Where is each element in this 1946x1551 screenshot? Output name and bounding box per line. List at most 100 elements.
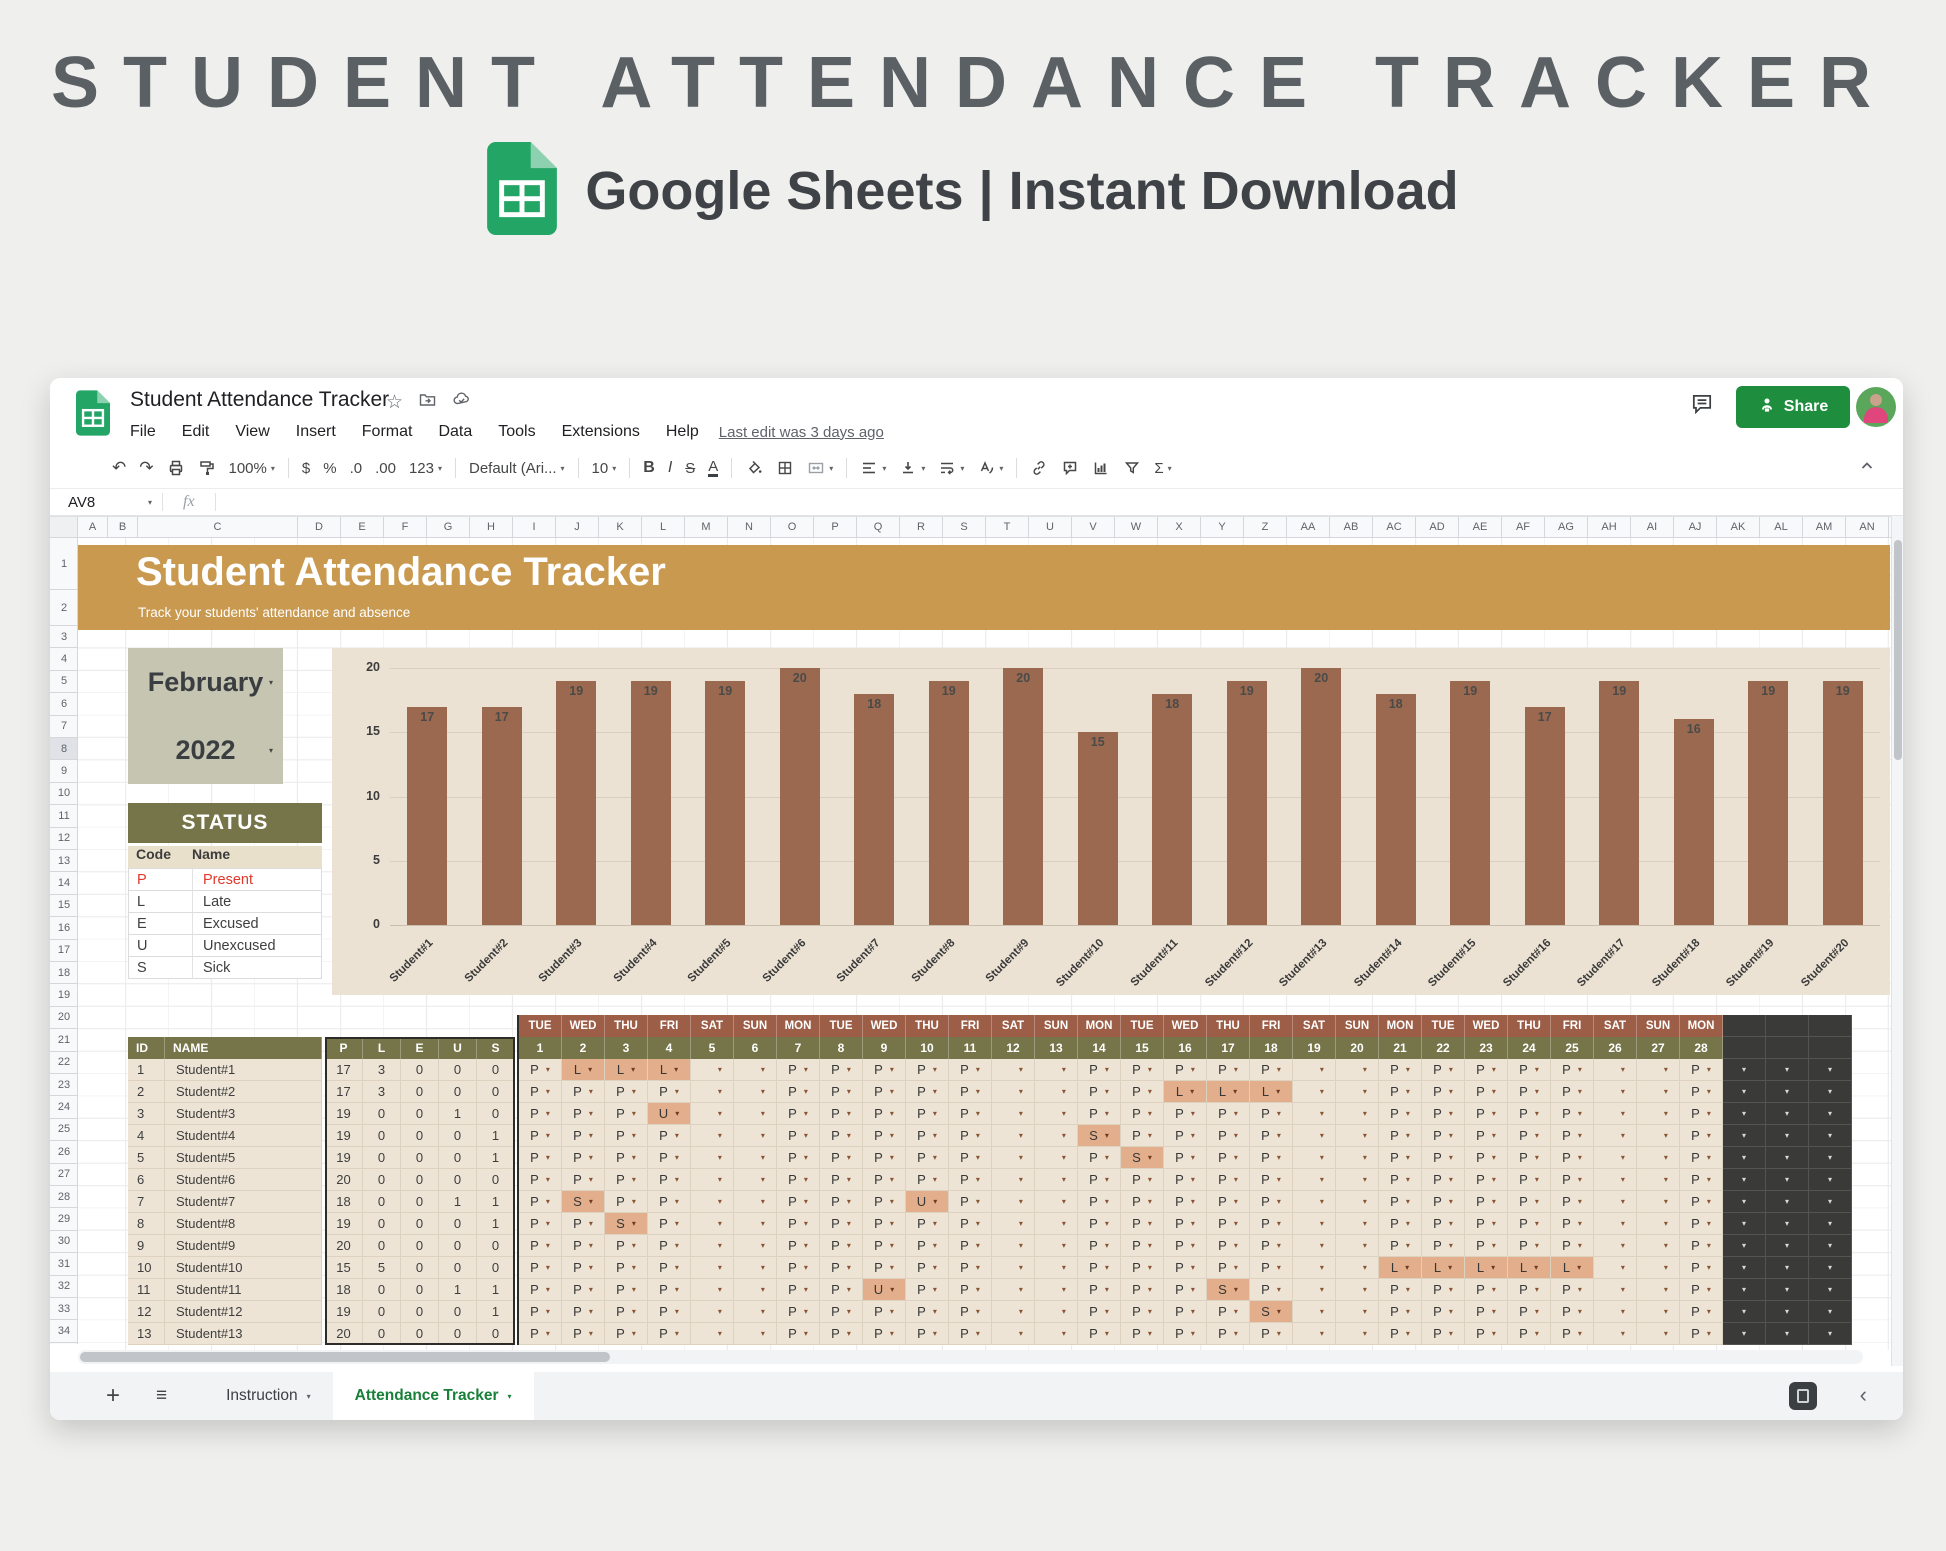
menu-help[interactable]: Help <box>665 423 699 440</box>
total-L-cell[interactable]: 0 <box>363 1125 401 1147</box>
student-name-cell[interactable]: Student#10 <box>165 1257 322 1279</box>
attendance-cell-day-1[interactable]: P ▾ <box>519 1059 562 1081</box>
attendance-cell-day-10[interactable]: P ▾ <box>906 1257 949 1279</box>
day-name-header-10[interactable]: THU <box>906 1015 949 1037</box>
attendance-cell-day-26[interactable]: P▾ <box>1594 1213 1637 1235</box>
attendance-cell-day-24[interactable]: P ▾ <box>1508 1279 1551 1301</box>
attendance-cell-day-27[interactable]: P▾ <box>1637 1147 1680 1169</box>
extra-day-cell[interactable]: ▾ <box>1723 1235 1766 1257</box>
attendance-cell-day-28[interactable]: P ▾ <box>1680 1081 1723 1103</box>
attendance-cell-day-2[interactable]: P ▾ <box>562 1235 605 1257</box>
attendance-cell-day-2[interactable]: P ▾ <box>562 1301 605 1323</box>
date-header-3[interactable]: 3 <box>605 1037 648 1059</box>
attendance-cell-day-17[interactable]: S ▾ <box>1207 1279 1250 1301</box>
column-header-AA[interactable]: AA <box>1287 517 1330 537</box>
attendance-cell-day-10[interactable]: P ▾ <box>906 1125 949 1147</box>
attendance-cell-day-17[interactable]: P ▾ <box>1207 1103 1250 1125</box>
undo-icon[interactable]: ↶ <box>112 458 127 477</box>
attendance-cell-day-11[interactable]: P ▾ <box>949 1147 992 1169</box>
total-E-cell[interactable]: 0 <box>401 1147 439 1169</box>
student-name-cell[interactable]: Student#12 <box>165 1301 322 1323</box>
document-title[interactable]: Student Attendance Tracker <box>130 388 390 411</box>
date-header-25[interactable]: 25 <box>1551 1037 1594 1059</box>
day-name-header-15[interactable]: TUE <box>1121 1015 1164 1037</box>
attendance-cell-day-14[interactable]: P ▾ <box>1078 1235 1121 1257</box>
row-header-29[interactable]: 29 <box>50 1208 77 1231</box>
attendance-cell-day-18[interactable]: P ▾ <box>1250 1279 1293 1301</box>
attendance-cell-day-9[interactable]: P ▾ <box>863 1081 906 1103</box>
attendance-cell-day-23[interactable]: P ▾ <box>1465 1169 1508 1191</box>
total-E-cell[interactable]: 0 <box>401 1125 439 1147</box>
attendance-cell-day-16[interactable]: P ▾ <box>1164 1125 1207 1147</box>
extra-day-cell[interactable]: ▾ <box>1766 1147 1809 1169</box>
total-S-cell[interactable]: 1 <box>477 1125 515 1147</box>
total-U-cell[interactable]: 0 <box>439 1213 477 1235</box>
total-P-cell[interactable]: 19 <box>325 1147 363 1169</box>
menu-data[interactable]: Data <box>438 423 473 440</box>
attendance-cell-day-12[interactable]: P▾ <box>992 1213 1035 1235</box>
attendance-cell-day-9[interactable]: P ▾ <box>863 1301 906 1323</box>
attendance-cell-day-16[interactable]: P ▾ <box>1164 1103 1207 1125</box>
attendance-cell-day-23[interactable]: P ▾ <box>1465 1235 1508 1257</box>
total-U-cell[interactable]: 0 <box>439 1059 477 1081</box>
extra-day-cell[interactable]: ▾ <box>1723 1279 1766 1301</box>
attendance-cell-day-6[interactable]: P▾ <box>734 1301 777 1323</box>
attendance-cell-day-4[interactable]: P ▾ <box>648 1257 691 1279</box>
attendance-cell-day-15[interactable]: P ▾ <box>1121 1191 1164 1213</box>
attendance-cell-day-18[interactable]: P ▾ <box>1250 1169 1293 1191</box>
extra-day-cell[interactable]: ▾ <box>1723 1081 1766 1103</box>
vertical-scrollbar-thumb[interactable] <box>1894 540 1902 760</box>
attendance-cell-day-13[interactable]: P▾ <box>1035 1235 1078 1257</box>
column-header-V[interactable]: V <box>1072 517 1115 537</box>
day-name-header-28[interactable]: MON <box>1680 1015 1723 1037</box>
column-header-AM[interactable]: AM <box>1803 517 1846 537</box>
attendance-cell-day-10[interactable]: P ▾ <box>906 1213 949 1235</box>
add-sheet-icon[interactable]: + <box>106 1382 121 1409</box>
attendance-cell-day-22[interactable]: P ▾ <box>1422 1059 1465 1081</box>
insert-link-icon[interactable] <box>1030 459 1048 477</box>
attendance-cell-day-11[interactable]: P ▾ <box>949 1235 992 1257</box>
row-header-10[interactable]: 10 <box>50 783 77 806</box>
attendance-cell-day-20[interactable]: P▾ <box>1336 1169 1379 1191</box>
extra-day-header[interactable] <box>1809 1037 1852 1059</box>
attendance-cell-day-3[interactable]: P ▾ <box>605 1147 648 1169</box>
attendance-cell-day-20[interactable]: P▾ <box>1336 1323 1379 1345</box>
day-name-header-4[interactable]: FRI <box>648 1015 691 1037</box>
star-icon[interactable]: ☆ <box>386 391 404 413</box>
day-name-header-23[interactable]: WED <box>1465 1015 1508 1037</box>
attendance-cell-day-23[interactable]: P ▾ <box>1465 1059 1508 1081</box>
total-E-cell[interactable]: 0 <box>401 1103 439 1125</box>
total-S-cell[interactable]: 0 <box>477 1059 515 1081</box>
attendance-cell-day-14[interactable]: P ▾ <box>1078 1081 1121 1103</box>
column-header-AC[interactable]: AC <box>1373 517 1416 537</box>
status-row-P[interactable]: P Present <box>129 869 321 891</box>
attendance-cell-day-7[interactable]: P ▾ <box>777 1147 820 1169</box>
attendance-cell-day-15[interactable]: P ▾ <box>1121 1279 1164 1301</box>
attendance-cell-day-5[interactable]: P▾ <box>691 1301 734 1323</box>
attendance-cell-day-6[interactable]: P▾ <box>734 1323 777 1345</box>
share-button[interactable]: Share <box>1736 386 1850 428</box>
attendance-cell-day-13[interactable]: P▾ <box>1035 1191 1078 1213</box>
attendance-cell-day-11[interactable]: P ▾ <box>949 1301 992 1323</box>
attendance-cell-day-9[interactable]: P ▾ <box>863 1323 906 1345</box>
day-name-header-3[interactable]: THU <box>605 1015 648 1037</box>
total-U-cell[interactable]: 1 <box>439 1279 477 1301</box>
day-name-header-8[interactable]: TUE <box>820 1015 863 1037</box>
attendance-cell-day-20[interactable]: P▾ <box>1336 1191 1379 1213</box>
attendance-cell-day-2[interactable]: P ▾ <box>562 1103 605 1125</box>
row-header-3[interactable]: 3 <box>50 626 77 649</box>
attendance-cell-day-19[interactable]: P▾ <box>1293 1059 1336 1081</box>
attendance-cell-day-3[interactable]: L ▾ <box>605 1059 648 1081</box>
attendance-cell-day-3[interactable]: P ▾ <box>605 1301 648 1323</box>
attendance-cell-day-22[interactable]: P ▾ <box>1422 1301 1465 1323</box>
name-column-header[interactable]: NAME <box>165 1037 322 1059</box>
strikethrough-button[interactable]: S <box>685 459 696 477</box>
extra-day-cell[interactable]: ▾ <box>1766 1323 1809 1345</box>
column-header-J[interactable]: J <box>556 517 599 537</box>
attendance-cell-day-21[interactable]: P ▾ <box>1379 1059 1422 1081</box>
column-header-AD[interactable]: AD <box>1416 517 1459 537</box>
day-name-header-12[interactable]: SAT <box>992 1015 1035 1037</box>
date-header-16[interactable]: 16 <box>1164 1037 1207 1059</box>
student-name-cell[interactable]: Student#8 <box>165 1213 322 1235</box>
attendance-cell-day-20[interactable]: P▾ <box>1336 1279 1379 1301</box>
